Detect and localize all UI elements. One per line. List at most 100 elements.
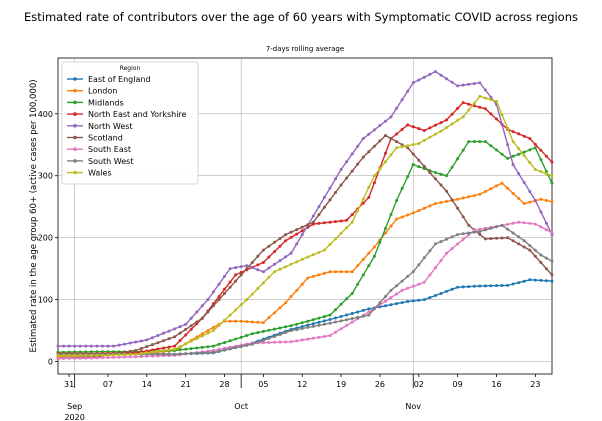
data-point [178, 345, 182, 349]
legend-label: East of England [88, 75, 151, 84]
data-point [450, 247, 454, 251]
data-point [295, 339, 299, 343]
data-point [550, 231, 554, 235]
series-scotland [56, 134, 554, 360]
data-point [356, 310, 360, 314]
data-point [73, 356, 77, 360]
data-point [489, 98, 493, 102]
data-point [406, 144, 410, 148]
data-point [250, 261, 254, 264]
data-point [117, 343, 121, 347]
data-point [417, 127, 421, 131]
data-point [495, 148, 498, 152]
data-point [184, 352, 188, 356]
data-point [345, 297, 349, 301]
data-point [433, 171, 437, 175]
data-point [317, 323, 321, 327]
data-point [506, 283, 510, 287]
data-point [150, 350, 154, 354]
data-point [478, 140, 482, 144]
data-point [328, 321, 332, 325]
data-point [306, 325, 310, 329]
data-point [539, 197, 543, 201]
data-point [406, 175, 410, 179]
data-point [150, 336, 154, 340]
data-point [234, 273, 238, 277]
data-point [495, 184, 498, 188]
data-point [322, 335, 326, 338]
data-point [167, 348, 171, 352]
data-point [389, 115, 393, 119]
data-point [339, 168, 343, 171]
data-point [334, 316, 337, 320]
data-point [62, 353, 66, 357]
data-point [400, 187, 404, 190]
data-point [117, 353, 121, 357]
month-label: Nov [405, 402, 421, 411]
data-point [400, 301, 404, 305]
data-point [461, 237, 465, 241]
legend-swatch-marker [73, 88, 77, 93]
data-point [528, 221, 532, 225]
data-point [522, 279, 526, 283]
data-point [389, 303, 393, 307]
legend-label: London [88, 87, 117, 96]
legend-item: Wales [67, 169, 112, 178]
data-point [467, 102, 471, 106]
data-point [483, 237, 487, 241]
data-point [317, 221, 321, 225]
data-point [134, 352, 138, 356]
data-point [483, 96, 487, 100]
data-point [483, 88, 487, 92]
data-point [489, 95, 493, 99]
data-point [406, 89, 410, 93]
data-point [384, 295, 387, 298]
data-point [267, 255, 271, 259]
data-point [544, 221, 548, 225]
data-point [267, 275, 271, 279]
data-point [489, 284, 493, 288]
data-point [356, 264, 360, 268]
data-point [167, 345, 171, 349]
data-point [267, 266, 271, 270]
data-point [544, 172, 548, 176]
data-point [195, 346, 199, 350]
data-point [117, 355, 121, 359]
data-point [184, 327, 188, 331]
data-point [511, 282, 515, 286]
data-point [123, 353, 127, 356]
legend-label: Wales [88, 169, 112, 178]
data-point [378, 240, 382, 244]
data-point [511, 231, 515, 235]
data-point [478, 230, 482, 233]
data-point [367, 150, 371, 154]
y-tick-label: 300 [38, 172, 53, 181]
y-tick-label: 100 [38, 296, 53, 305]
data-point [378, 167, 382, 171]
data-point [211, 290, 215, 294]
data-point [528, 278, 532, 282]
data-point [522, 245, 526, 249]
legend-item: South East [67, 145, 131, 154]
data-point [306, 276, 310, 280]
data-point [422, 206, 426, 210]
data-point [467, 285, 471, 289]
data-point [112, 344, 115, 348]
data-point [483, 284, 487, 288]
data-point [234, 266, 238, 270]
data-point [162, 346, 165, 350]
data-point [195, 351, 199, 355]
data-point [472, 230, 476, 234]
data-point [450, 112, 454, 116]
data-point [311, 324, 315, 328]
data-point [411, 152, 415, 156]
data-point [189, 324, 193, 328]
data-point [134, 340, 138, 344]
data-point [450, 122, 454, 126]
legend-swatch-marker [73, 112, 77, 116]
data-point [361, 201, 365, 205]
data-point [456, 106, 460, 110]
data-point [234, 346, 238, 350]
data-point [372, 181, 376, 185]
